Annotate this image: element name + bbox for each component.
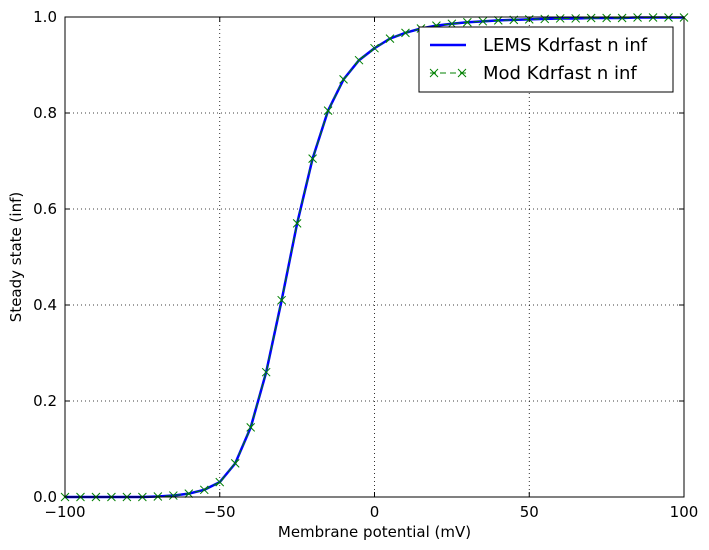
data-point-mod <box>292 219 302 228</box>
data-point-stroke <box>617 13 627 23</box>
legend-box <box>418 26 674 93</box>
legend-marker-mod-1 <box>429 68 439 78</box>
data-point-mod <box>168 491 178 500</box>
data-point-stroke <box>292 219 302 228</box>
data-point-stroke <box>602 13 611 23</box>
x-tick-label: 0 <box>370 503 380 521</box>
y-tick-label: 0.6 <box>33 200 57 218</box>
data-point-mod <box>493 16 503 25</box>
data-point-stroke <box>370 43 379 53</box>
data-point-stroke <box>571 14 581 23</box>
data-point-mod <box>462 17 472 27</box>
y-tick-label: 0.2 <box>33 392 57 410</box>
data-point-stroke <box>308 154 317 163</box>
data-point-mod <box>478 16 488 26</box>
data-point-mod <box>323 106 333 115</box>
data-point-mod <box>571 14 581 23</box>
legend-marker-mod-2 <box>457 68 467 78</box>
data-point-stroke <box>184 489 194 498</box>
x-tick-label: −100 <box>44 503 85 521</box>
data-point-mod <box>540 14 550 24</box>
data-point-mod <box>586 13 596 23</box>
data-point-mod <box>447 19 457 29</box>
data-point-mod <box>354 55 364 65</box>
data-point-stroke <box>354 55 364 65</box>
y-tick-label: 1.0 <box>33 8 57 26</box>
data-point-mod <box>261 367 271 377</box>
y-tick-label: 0.8 <box>33 104 57 122</box>
data-point-mod <box>617 13 627 23</box>
data-point-stroke <box>215 477 225 487</box>
data-point-stroke <box>168 491 178 500</box>
data-point-stroke <box>447 19 457 29</box>
data-point-stroke <box>277 295 287 305</box>
data-point-stroke <box>246 423 256 432</box>
data-point-stroke <box>555 14 565 23</box>
legend: LEMS Kdrfast n inf Mod Kdrfast n inf <box>418 26 674 93</box>
data-point-stroke <box>493 16 503 25</box>
x-axis-label: Membrane potential (mV) <box>278 523 471 541</box>
data-point-stroke <box>401 28 410 38</box>
ticks: −100 −50 0 50 100 0.0 0.2 0.4 0.6 0.8 1.0 <box>33 8 698 521</box>
data-point-stroke <box>540 14 550 24</box>
data-point-mod <box>339 75 348 84</box>
x-tick-label: 50 <box>520 503 539 521</box>
data-point-stroke <box>462 17 472 27</box>
data-point-mod <box>230 459 240 468</box>
data-point-stroke <box>586 13 596 23</box>
series-line-mod <box>65 16 684 498</box>
x-tick-label: 100 <box>670 503 699 521</box>
data-point-mod <box>184 489 194 498</box>
y-tick-label: 0.0 <box>33 488 57 506</box>
data-point-mod <box>555 14 565 23</box>
data-point-stroke <box>339 75 348 84</box>
y-axis-label: Steady state (inf) <box>7 192 25 322</box>
data-point-stroke <box>199 485 209 495</box>
data-point-stroke <box>323 106 333 115</box>
data-point-stroke <box>261 367 271 377</box>
data-point-mod <box>385 34 395 43</box>
series-layer <box>60 13 689 502</box>
data-point-mod <box>308 154 317 163</box>
y-tick-label: 0.4 <box>33 296 57 314</box>
grid <box>65 17 684 497</box>
data-point-mod <box>401 28 410 38</box>
data-point-mod <box>246 423 256 432</box>
data-point-stroke <box>385 34 395 43</box>
data-point-stroke <box>230 459 240 468</box>
data-point-stroke <box>478 16 488 26</box>
data-point-mod <box>602 13 611 23</box>
x-tick-label: −50 <box>204 503 236 521</box>
data-point-mod <box>370 43 379 53</box>
legend-label-lems: LEMS Kdrfast n inf <box>483 35 648 56</box>
data-point-mod <box>199 485 209 495</box>
data-point-mod <box>277 295 287 305</box>
data-point-mod <box>215 477 225 487</box>
legend-label-mod: Mod Kdrfast n inf <box>483 63 637 84</box>
